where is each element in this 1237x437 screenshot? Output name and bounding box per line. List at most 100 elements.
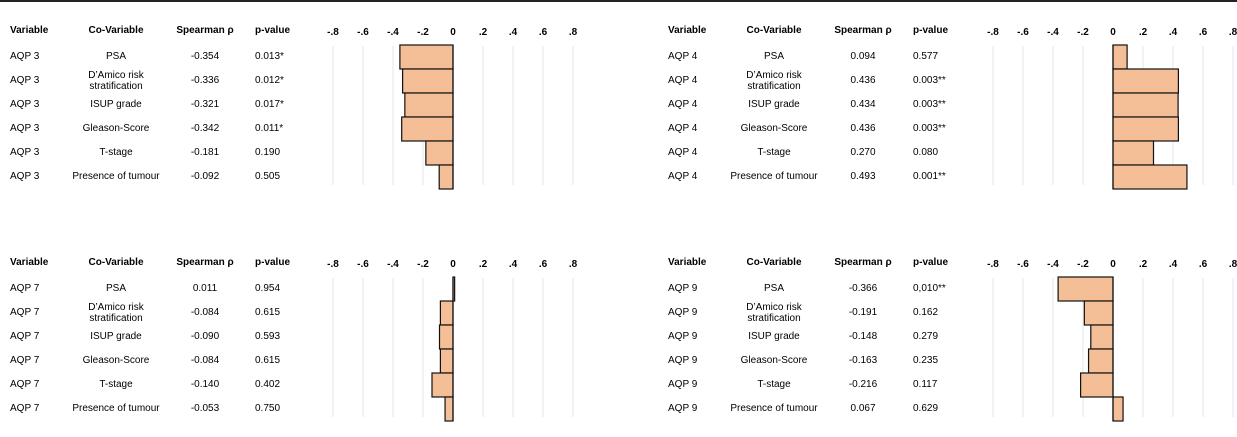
axis-tick-label: -.6 [1017,259,1029,270]
row-variable: AQP 7 [10,307,40,318]
axis-tick-label: -.6 [357,27,369,38]
row-spearman-rho: 0.436 [850,75,876,86]
row-variable: AQP 4 [668,123,698,134]
header-spearman: Spearman ρ [834,257,892,268]
axis-tick-label: -.8 [327,27,339,38]
row-covariable: ISUP grade [748,331,800,342]
bar [1057,276,1114,302]
row-covariable: D’Amico risk stratification [88,70,144,92]
row-variable: AQP 3 [10,147,40,158]
row-variable: AQP 3 [10,171,40,182]
header-variable: Variable [10,257,49,268]
row-p-value: 0.162 [913,307,939,318]
row-spearman-rho: 0.067 [850,403,876,414]
row-spearman-rho: -0.336 [190,75,220,86]
row-variable: AQP 7 [10,355,40,366]
row-covariable: ISUP grade [90,331,142,342]
bar [1112,164,1188,190]
row-p-value: 0.001** [913,171,946,182]
row-variable: AQP 4 [668,147,698,158]
row-variable: AQP 7 [10,331,40,342]
axis-tick-label: 0 [450,259,456,270]
header-spearman: Spearman ρ [834,25,892,36]
header-variable: Variable [10,25,49,36]
row-spearman-rho: 0.436 [850,123,876,134]
axis-tick-label: .2 [479,259,488,270]
row-variable: AQP 9 [668,331,698,342]
row-covariable: D’Amico risk stratification [88,302,144,324]
row-p-value: 0.505 [255,171,281,182]
axis-tick-label: -.4 [387,259,399,270]
axis-tick-label: .2 [479,27,488,38]
row-spearman-rho: -0.181 [190,147,220,158]
axis-tick-label: .8 [569,259,578,270]
axis-tick-label: -.2 [1077,259,1089,270]
row-covariable: PSA [105,51,126,62]
bar-chart-aqp-7: -.8 -.6 -.4 -.2 0 .2 .4 .6 .8 [327,259,578,422]
axis-tick-label: -.4 [387,27,399,38]
row-p-value: 0.017* [255,99,284,110]
axis-tick-label: .2 [1139,259,1148,270]
row-variable: AQP 9 [668,307,698,318]
row-spearman-rho: 0.434 [850,99,876,110]
bar [1087,348,1114,374]
axis-tick-label: .8 [1229,259,1237,270]
axis-tick-label: -.4 [1047,259,1059,270]
row-covariable: Presence of tumour [72,403,160,414]
axis-tick-label: .6 [539,27,548,38]
row-spearman-rho: -0.191 [848,307,878,318]
row-p-value: 0.402 [255,379,281,390]
row-covariable: PSA [105,283,126,294]
header-pvalue: p-value [255,25,291,36]
axis-tick-label: 0 [1110,259,1116,270]
row-spearman-rho: -0.321 [190,99,220,110]
bar [401,68,454,94]
row-spearman-rho: 0.493 [850,171,876,182]
axis-tick-label: .4 [1169,259,1178,270]
row-spearman-rho: -0.216 [848,379,878,390]
header-spearman: Spearman ρ [176,25,234,36]
row-covariable: Gleason-Score [740,123,808,134]
row-p-value: 0.003** [913,75,946,86]
row-variable: AQP 3 [10,51,40,62]
bar [1090,324,1114,350]
row-variable: AQP 9 [668,403,698,414]
panel-aqp-9: Variable Co-Variable Spearman ρ p-value AQP … [0,257,1237,437]
row-variable: AQP 4 [668,75,698,86]
row-spearman-rho: -0.090 [190,331,220,342]
row-covariable: D’Amico risk stratification [746,70,802,92]
row-covariable: T-stage [99,379,133,390]
row-variable: AQP 7 [10,403,40,414]
axis-tick-label: -.2 [417,27,429,38]
axis-tick-label: .2 [1139,27,1148,38]
axis-tick-label: .8 [1229,27,1237,38]
bar-chart-aqp-3: -.8 -.6 -.4 -.2 0 .2 .4 .6 .8 [327,27,578,190]
axis-tick-label: .4 [509,27,518,38]
row-p-value: 0.235 [913,355,939,366]
row-spearman-rho: -0.053 [190,403,220,414]
row-p-value: 0.003** [913,123,946,134]
row-p-value: 0.615 [255,355,281,366]
row-covariable: Gleason-Score [82,355,150,366]
row-covariable: Presence of tumour [730,171,818,182]
row-spearman-rho: -0.342 [190,123,220,134]
header-covariable: Co-Variable [88,257,144,268]
row-variable: AQP 4 [668,99,698,110]
bar [1112,68,1180,94]
row-p-value: 0.080 [913,147,939,158]
row-covariable: T-stage [99,147,133,158]
axis-tick-label: 0 [1110,27,1116,38]
row-covariable: Presence of tumour [730,403,818,414]
row-spearman-rho: -0.366 [848,283,878,294]
row-spearman-rho: -0.140 [190,379,220,390]
bar [1079,372,1114,398]
bar [1083,300,1114,326]
row-p-value: 0.003** [913,99,946,110]
axis-tick-label: .8 [569,27,578,38]
bar [1112,116,1180,142]
row-spearman-rho: 0.094 [850,51,876,62]
row-p-value: 0.279 [913,331,939,342]
row-spearman-rho: -0.084 [190,307,220,318]
panel-aqp-7: Variable Co-Variable Spearman ρ p-value AQP … [0,257,1237,437]
row-spearman-rho: -0.148 [848,331,878,342]
